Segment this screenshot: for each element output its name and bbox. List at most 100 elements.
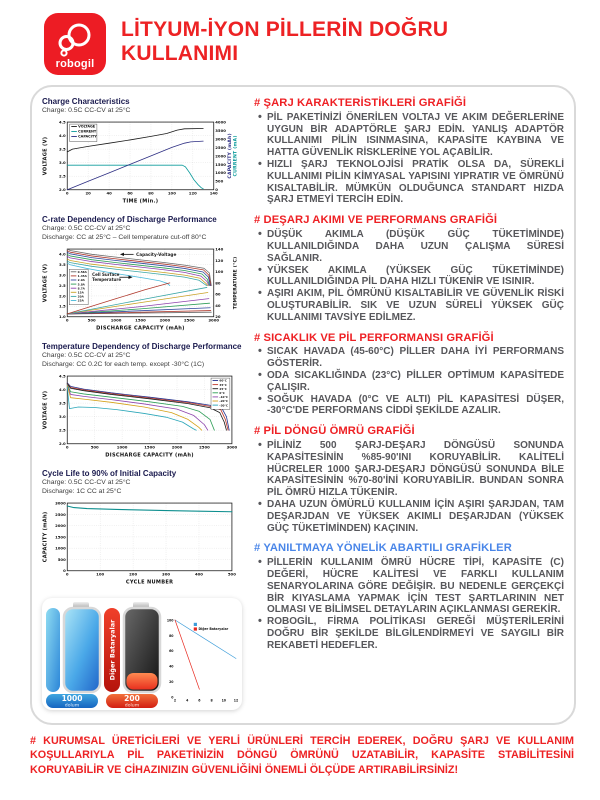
svg-text:3.0: 3.0 bbox=[59, 273, 66, 278]
svg-text:25A: 25A bbox=[78, 299, 85, 303]
chart-subtitle: Charge: 0.5C CC-CV at 25°C bbox=[42, 107, 131, 114]
chart-title: Charge Characteristics bbox=[42, 97, 130, 106]
svg-text:3.5: 3.5 bbox=[59, 147, 66, 152]
svg-text:60: 60 bbox=[169, 649, 174, 653]
bullet-item: PİLİNİZ 500 ŞARJ-DEŞARJ DÖNGÜSÜ SONUNDA … bbox=[258, 439, 564, 499]
svg-text:140: 140 bbox=[210, 191, 218, 196]
bad-battery-cycles: 200 bbox=[124, 694, 140, 703]
chart-block-charge: Charge Characteristics Charge: 0.5C CC-C… bbox=[42, 97, 244, 211]
svg-text:VOLTAGE (V): VOLTAGE (V) bbox=[42, 264, 48, 303]
bullet-item: DÜŞÜK AKIMLA (DÜŞÜK GÜÇ TÜKETİMİNDE) KUL… bbox=[258, 228, 564, 264]
misleading-comparison-chart: 2 4 6 8 10 12 0 20 40 60 80 100 Diğer Bataryalar bbox=[167, 618, 238, 702]
svg-text:DISCHARGE CAPACITY (mAh): DISCHARGE CAPACITY (mAh) bbox=[96, 326, 185, 332]
svg-text:Cell Surface: Cell Surface bbox=[92, 273, 119, 278]
bullet-item: HIZLI ŞARJ TEKNOLOJİSİ PRATİK OLSA DA, S… bbox=[258, 158, 564, 206]
svg-text:0: 0 bbox=[215, 188, 218, 193]
svg-text:1500: 1500 bbox=[135, 318, 146, 323]
bullet-list: PİL PAKETİNİZİ ÖNERİLEN VOLTAJ VE AKIM D… bbox=[254, 111, 564, 206]
svg-text:1000: 1000 bbox=[55, 546, 66, 551]
chart-block-crate: C-rate Dependency of Discharge Performan… bbox=[42, 215, 244, 338]
svg-text:1000: 1000 bbox=[117, 445, 128, 450]
svg-text:20: 20 bbox=[86, 191, 92, 196]
svg-text:0.58A: 0.58A bbox=[78, 270, 88, 274]
svg-text:45°C: 45°C bbox=[219, 383, 226, 387]
chart-subtitle: Discharge: CC 0.2C for each temp. except… bbox=[42, 360, 205, 368]
svg-text:2500: 2500 bbox=[184, 318, 195, 323]
robogil-logo-icon bbox=[58, 23, 91, 57]
svg-text:1.5: 1.5 bbox=[59, 304, 66, 309]
battery-comparison-card: Diğer Bataryalar 1000 dolum 200 dolum 2 4… bbox=[42, 598, 242, 711]
svg-text:2000: 2000 bbox=[160, 318, 171, 323]
good-battery-badge bbox=[46, 694, 98, 709]
svg-text:500: 500 bbox=[228, 572, 236, 577]
svg-text:2500: 2500 bbox=[199, 445, 210, 450]
blue-pill-bar bbox=[46, 608, 60, 693]
bullet-item: ODA SICAKLIĞINDA (23°C) PİLLER OPTİMUM K… bbox=[258, 369, 564, 394]
bullet-item: AŞIRI AKIM, PİL ÖMRÜNÜ KISALTABİLİR VE G… bbox=[258, 287, 564, 323]
svg-text:300: 300 bbox=[162, 572, 170, 577]
svg-text:80: 80 bbox=[169, 634, 174, 638]
svg-text:0°C: 0°C bbox=[219, 391, 224, 395]
svg-text:8.7A: 8.7A bbox=[78, 287, 86, 291]
svg-text:4.0: 4.0 bbox=[59, 133, 66, 138]
svg-text:2.5: 2.5 bbox=[59, 174, 66, 179]
chart-subtitle: Charge: 0.5C CC-CV at 25°C bbox=[42, 225, 131, 233]
svg-text:140: 140 bbox=[215, 247, 223, 252]
svg-text:2.5: 2.5 bbox=[59, 428, 66, 433]
svg-text:0: 0 bbox=[63, 568, 66, 573]
section-abartili-grafikler: # YANILTMAYA YÖNELİK ABARTILI GRAFİKLER … bbox=[254, 542, 564, 651]
svg-text:1500: 1500 bbox=[55, 535, 66, 540]
svg-text:15A: 15A bbox=[78, 291, 85, 295]
svg-text:100: 100 bbox=[167, 618, 174, 622]
charge-characteristics-chart: 0 20 40 60 80 100 120 140 2.0 2.5 3.0 3.5 4.0 4.5 0 500… bbox=[42, 120, 238, 205]
bullet-item: SOĞUK HAVADA (0°C VE ALTI) PİL KAPASİTES… bbox=[258, 393, 564, 418]
svg-text:500: 500 bbox=[215, 179, 223, 184]
svg-text:20: 20 bbox=[215, 315, 221, 320]
section-dongu-omru: # PİL DÖNGÜ ÖMRÜ GRAFİĞİ PİLİNİZ 500 ŞAR… bbox=[254, 425, 564, 534]
bullet-item: PİL PAKETİNİZİ ÖNERİLEN VOLTAJ VE AKIM D… bbox=[258, 111, 564, 159]
chart-subtitle: Charge: 0.5C CC-CV at 25°C bbox=[42, 479, 131, 487]
bad-battery-badge bbox=[106, 694, 158, 709]
svg-text:1000: 1000 bbox=[111, 318, 122, 323]
svg-text:-10°C: -10°C bbox=[219, 395, 228, 399]
svg-text:80: 80 bbox=[215, 281, 221, 286]
section-desarj-akimi: # DEŞARJ AKIMI VE PERFORMANS GRAFİĞİ DÜŞ… bbox=[254, 214, 564, 323]
bullet-list: PİLLERİN KULLANIM ÖMRÜ HÜCRE TİPİ, KAPAS… bbox=[254, 556, 564, 651]
svg-text:3.5: 3.5 bbox=[59, 262, 66, 267]
svg-text:3000: 3000 bbox=[208, 318, 219, 323]
bad-battery-charge-level bbox=[126, 673, 158, 690]
svg-text:80: 80 bbox=[148, 191, 154, 196]
svg-text:3.5: 3.5 bbox=[59, 401, 66, 406]
page-title: LİTYUM-İYON PİLLERİN DOĞRU KULLANIMI bbox=[121, 18, 449, 65]
bad-battery-unit: dolum bbox=[125, 703, 140, 709]
svg-text:CAPACITY (mAh): CAPACITY (mAh) bbox=[42, 512, 48, 563]
section-heading: # ŞARJ KARAKTERİSTİKLERİ GRAFİĞİ bbox=[254, 97, 467, 109]
section-sicaklik-performans: # SICAKLIK VE PİL PERFORMANSI GRAFİĞİ SI… bbox=[254, 332, 564, 418]
svg-text:120: 120 bbox=[189, 191, 197, 196]
svg-text:CAPACITY: CAPACITY bbox=[78, 135, 97, 139]
svg-text:1.45A: 1.45A bbox=[78, 275, 88, 279]
svg-text:2500: 2500 bbox=[55, 512, 66, 517]
bullet-list: SICAK HAVADA (45-60°C) PİLLER DAHA İYİ P… bbox=[254, 345, 564, 418]
bullet-item: YÜKSEK AKIMLA (YÜKSEK GÜÇ TÜKETİMİNDE) K… bbox=[258, 264, 564, 289]
other-batteries-banner bbox=[104, 608, 120, 693]
svg-text:8: 8 bbox=[210, 698, 213, 702]
svg-text:-30°C: -30°C bbox=[219, 404, 228, 408]
svg-text:500: 500 bbox=[58, 557, 66, 562]
battery-illustration: Diğer Bataryalar 1000 dolum 200 dolum bbox=[46, 602, 162, 709]
bullet-list: DÜŞÜK AKIMLA (DÜŞÜK GÜÇ TÜKETİMİNDE) KUL… bbox=[254, 228, 564, 323]
svg-text:60: 60 bbox=[127, 191, 133, 196]
svg-text:0: 0 bbox=[171, 695, 174, 699]
svg-text:40: 40 bbox=[215, 303, 221, 308]
svg-text:2.0: 2.0 bbox=[59, 294, 66, 299]
charts-column: Charge Characteristics Charge: 0.5C CC-C… bbox=[42, 97, 244, 719]
svg-text:40: 40 bbox=[169, 664, 174, 668]
svg-text:2: 2 bbox=[174, 698, 176, 702]
svg-text:20: 20 bbox=[169, 680, 174, 684]
svg-text:CYCLE NUMBER: CYCLE NUMBER bbox=[126, 580, 173, 586]
good-battery-body bbox=[62, 606, 102, 694]
svg-text:1000: 1000 bbox=[215, 171, 226, 176]
svg-text:4.0: 4.0 bbox=[59, 252, 66, 257]
cycle-life-chart: 0 100 200 300 400 500 0 500 1000 1500 2000 2500 3000… bbox=[42, 501, 236, 586]
svg-text:3000: 3000 bbox=[215, 137, 226, 142]
